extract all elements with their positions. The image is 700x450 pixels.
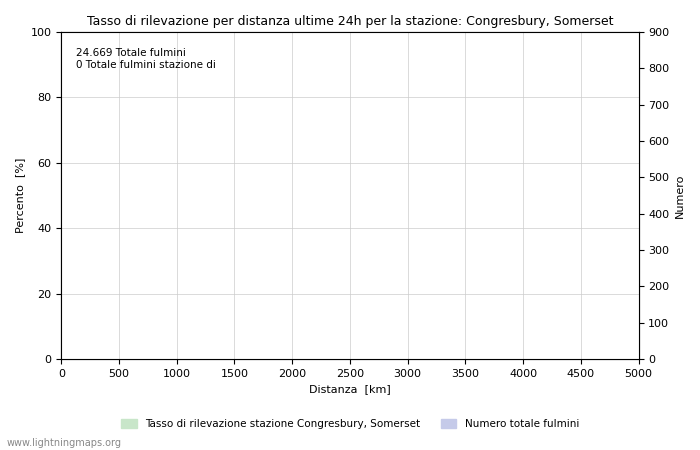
Title: Tasso di rilevazione per distanza ultime 24h per la stazione: Congresbury, Somer: Tasso di rilevazione per distanza ultime… [87,15,613,28]
Text: 24.669 Totale fulmini
0 Totale fulmini stazione di: 24.669 Totale fulmini 0 Totale fulmini s… [76,48,216,70]
Y-axis label: Numero: Numero [675,173,685,218]
Text: www.lightningmaps.org: www.lightningmaps.org [7,438,122,448]
Legend: Tasso di rilevazione stazione Congresbury, Somerset, Numero totale fulmini: Tasso di rilevazione stazione Congresbur… [117,415,583,433]
Y-axis label: Percento  [%]: Percento [%] [15,158,25,233]
X-axis label: Distanza  [km]: Distanza [km] [309,384,391,395]
